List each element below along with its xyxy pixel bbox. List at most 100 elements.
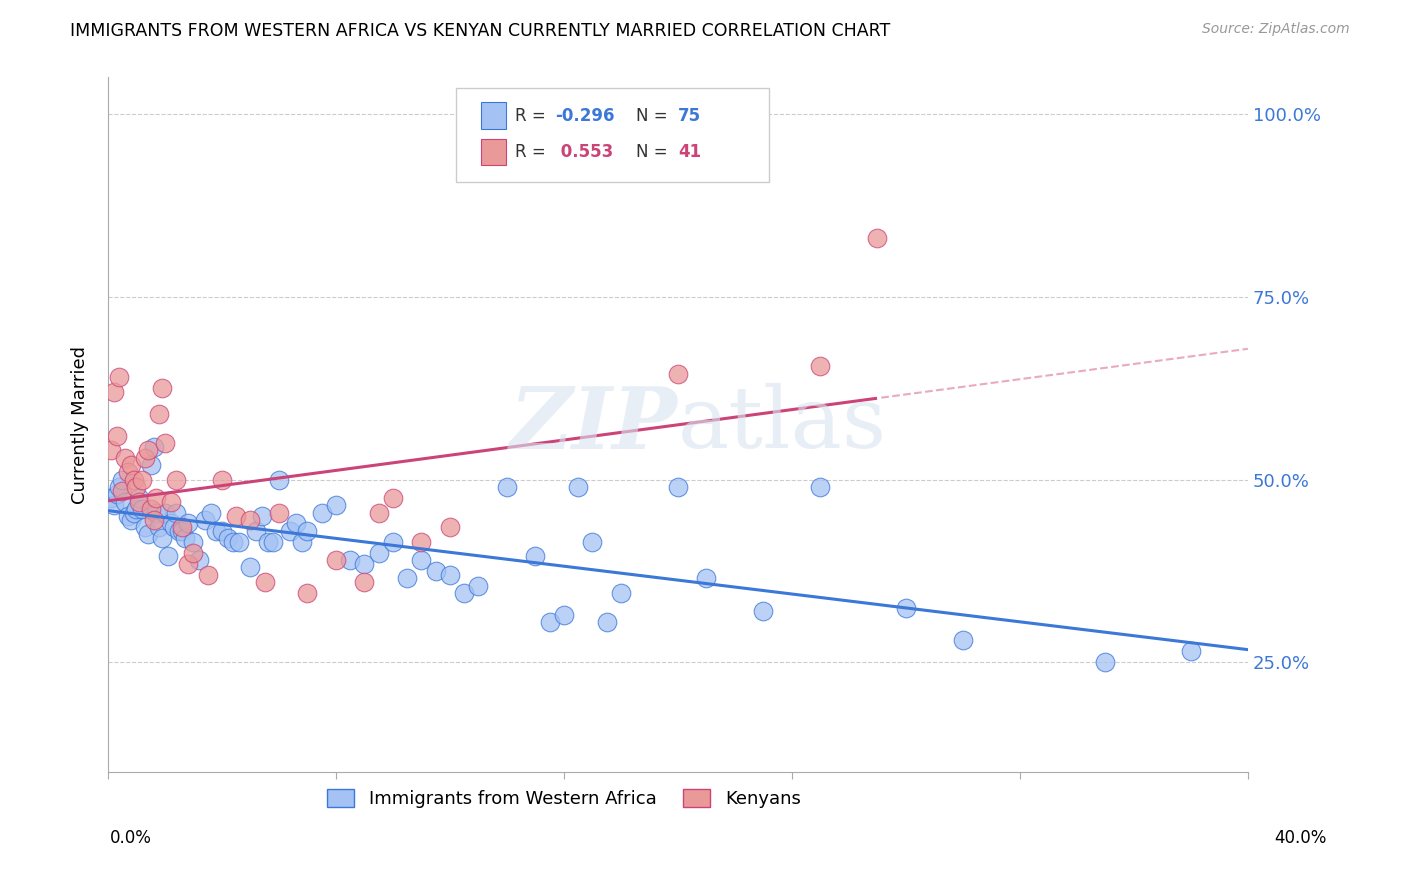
Point [142, 440, 165, 454]
Text: 75: 75 [678, 107, 702, 125]
Point [159, 494, 181, 508]
Point [105, 428, 128, 442]
Point [381, 491, 404, 505]
Point [439, 567, 461, 582]
Point [453, 586, 475, 600]
Y-axis label: Currently Married: Currently Married [72, 346, 89, 504]
Point [153, 436, 176, 450]
Point [120, 513, 142, 527]
Legend: Immigrants from Western Africa, Kenyans: Immigrants from Western Africa, Kenyans [319, 781, 808, 815]
Point [396, 571, 419, 585]
Point [253, 574, 276, 589]
Point [325, 553, 347, 567]
Point [467, 579, 489, 593]
Point [280, 524, 302, 538]
Point [148, 520, 170, 534]
Text: R =: R = [515, 107, 551, 125]
Point [367, 546, 389, 560]
Point [353, 574, 375, 589]
Point [297, 524, 319, 538]
Point [411, 534, 433, 549]
Point [122, 473, 145, 487]
Point [411, 553, 433, 567]
Point [524, 549, 547, 564]
Point [125, 480, 148, 494]
Text: ZIP: ZIP [510, 383, 678, 467]
Point [105, 487, 128, 501]
Point [165, 473, 187, 487]
Point [174, 531, 197, 545]
Point [177, 516, 200, 531]
Point [239, 513, 262, 527]
Point [111, 483, 134, 498]
Point [142, 513, 165, 527]
Point [117, 465, 139, 479]
Point [148, 407, 170, 421]
Point [297, 586, 319, 600]
Point [262, 534, 284, 549]
Point [177, 557, 200, 571]
Point [245, 524, 267, 538]
Point [439, 520, 461, 534]
Point [194, 513, 217, 527]
Point [367, 506, 389, 520]
Point [291, 534, 314, 549]
Point [153, 506, 176, 520]
Text: 40.0%: 40.0% [1274, 829, 1327, 847]
Point [205, 524, 228, 538]
Point [808, 359, 831, 374]
Point [128, 491, 150, 505]
Point [211, 524, 233, 538]
Point [595, 615, 617, 630]
Point [120, 458, 142, 472]
Point [167, 524, 190, 538]
Point [156, 549, 179, 564]
Point [808, 480, 831, 494]
Point [150, 531, 173, 545]
Point [250, 509, 273, 524]
Point [225, 509, 247, 524]
Point [103, 384, 125, 399]
Point [117, 509, 139, 524]
Point [134, 520, 156, 534]
Point [108, 370, 131, 384]
FancyBboxPatch shape [481, 103, 506, 128]
Point [100, 491, 122, 505]
Point [866, 231, 889, 245]
Text: 0.0%: 0.0% [110, 829, 152, 847]
Point [108, 480, 131, 494]
Point [353, 557, 375, 571]
FancyBboxPatch shape [481, 138, 506, 165]
Point [103, 498, 125, 512]
Point [200, 506, 222, 520]
Point [134, 450, 156, 465]
Point [1094, 656, 1116, 670]
Point [114, 450, 136, 465]
Point [111, 473, 134, 487]
Text: N =: N = [636, 143, 672, 161]
Point [666, 480, 689, 494]
Text: IMMIGRANTS FROM WESTERN AFRICA VS KENYAN CURRENTLY MARRIED CORRELATION CHART: IMMIGRANTS FROM WESTERN AFRICA VS KENYAN… [70, 22, 890, 40]
Point [131, 501, 153, 516]
Text: 0.553: 0.553 [555, 143, 613, 161]
Point [311, 506, 333, 520]
Point [567, 480, 589, 494]
Point [381, 534, 404, 549]
Text: N =: N = [636, 107, 672, 125]
Point [150, 381, 173, 395]
Point [125, 501, 148, 516]
Point [136, 527, 159, 541]
Point [183, 534, 205, 549]
Point [267, 506, 290, 520]
Point [752, 604, 775, 618]
Point [339, 553, 361, 567]
Point [553, 607, 575, 622]
Point [666, 367, 689, 381]
Point [139, 458, 162, 472]
Text: R =: R = [515, 143, 551, 161]
Point [172, 524, 194, 538]
Point [952, 633, 974, 648]
Point [136, 443, 159, 458]
Point [894, 600, 917, 615]
Text: 41: 41 [678, 143, 702, 161]
